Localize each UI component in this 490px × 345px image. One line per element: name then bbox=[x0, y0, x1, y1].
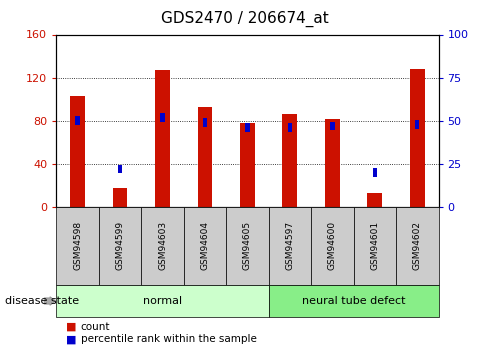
Bar bbox=[70, 96, 85, 207]
Text: count: count bbox=[81, 322, 110, 332]
Text: GDS2470 / 206674_at: GDS2470 / 206674_at bbox=[161, 10, 329, 27]
Text: ■: ■ bbox=[66, 335, 76, 344]
Bar bbox=[368, 193, 382, 207]
Bar bbox=[160, 113, 165, 122]
Bar bbox=[288, 123, 292, 132]
Bar bbox=[410, 69, 425, 207]
Text: normal: normal bbox=[143, 296, 182, 306]
Bar bbox=[197, 107, 213, 207]
Text: ■: ■ bbox=[66, 322, 76, 332]
Text: GSM94597: GSM94597 bbox=[285, 221, 294, 270]
Bar bbox=[113, 188, 127, 207]
Bar bbox=[330, 122, 335, 130]
Text: GSM94602: GSM94602 bbox=[413, 221, 422, 270]
Text: GSM94605: GSM94605 bbox=[243, 221, 252, 270]
Text: GSM94598: GSM94598 bbox=[73, 221, 82, 270]
Bar bbox=[415, 120, 419, 128]
Text: GSM94599: GSM94599 bbox=[116, 221, 124, 270]
Text: GSM94600: GSM94600 bbox=[328, 221, 337, 270]
Text: GSM94601: GSM94601 bbox=[370, 221, 379, 270]
Bar bbox=[203, 118, 207, 127]
Bar bbox=[282, 114, 297, 207]
Bar bbox=[245, 123, 249, 132]
Text: neural tube defect: neural tube defect bbox=[302, 296, 405, 306]
Bar bbox=[240, 123, 255, 207]
Bar bbox=[155, 70, 170, 207]
Text: GSM94604: GSM94604 bbox=[200, 221, 210, 270]
Bar bbox=[118, 165, 122, 173]
Bar bbox=[75, 117, 80, 125]
Bar bbox=[373, 168, 377, 177]
Text: disease state: disease state bbox=[5, 296, 79, 306]
Text: GSM94603: GSM94603 bbox=[158, 221, 167, 270]
Text: percentile rank within the sample: percentile rank within the sample bbox=[81, 335, 257, 344]
Bar bbox=[325, 119, 340, 207]
